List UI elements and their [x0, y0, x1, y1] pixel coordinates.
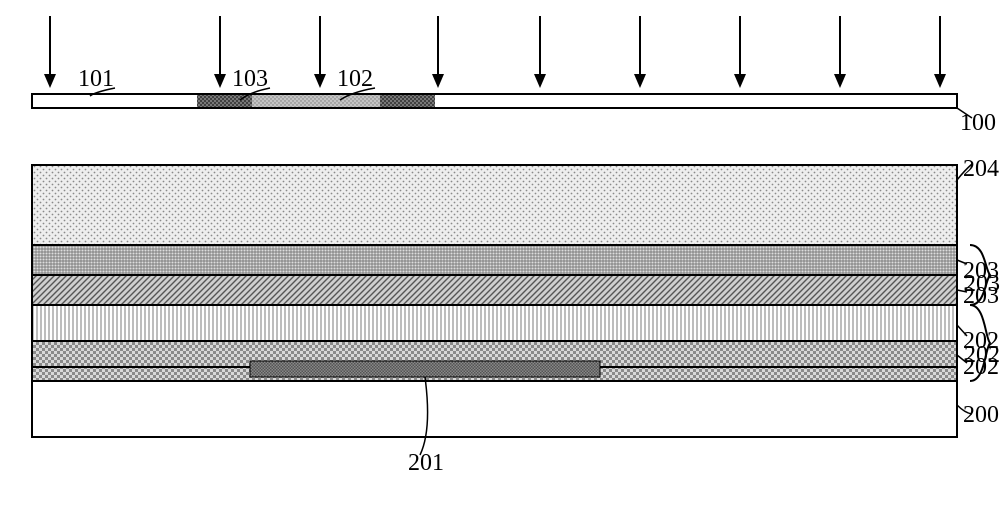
- layer-2022: [32, 305, 957, 341]
- layer-2032: [32, 245, 957, 275]
- label-201: 201: [408, 450, 444, 476]
- label-100: 100: [960, 110, 996, 136]
- arrowhead-3: [432, 74, 444, 88]
- layer-stack: [32, 165, 957, 437]
- arrowhead-6: [734, 74, 746, 88]
- layer-204: [32, 165, 957, 245]
- mask-region-102: [252, 95, 380, 107]
- arrowhead-7: [834, 74, 846, 88]
- diagram: 1011031021002002012022032042021202220312…: [0, 0, 1000, 507]
- label-102: 102: [337, 66, 373, 92]
- label-101: 101: [78, 66, 114, 92]
- layer-201: [250, 361, 600, 377]
- arrowhead-2: [314, 74, 326, 88]
- arrowhead-5: [634, 74, 646, 88]
- label-2022: 2022: [963, 328, 1000, 354]
- irradiation-arrows: [44, 16, 946, 88]
- arrowhead-8: [934, 74, 946, 88]
- mask-structure: [32, 94, 957, 108]
- layer-2031: [32, 275, 957, 305]
- arrowhead-0: [44, 74, 56, 88]
- mask-region-103-right: [380, 95, 435, 107]
- label-204: 204: [963, 156, 999, 182]
- label-200: 200: [963, 402, 999, 428]
- arrowhead-4: [534, 74, 546, 88]
- label-2021: 2021: [963, 354, 1000, 380]
- layer-200: [32, 381, 957, 437]
- label-2032: 2032: [963, 258, 1000, 284]
- label-2031: 2031: [963, 283, 1000, 309]
- mask-body-101: [32, 94, 957, 108]
- label-103: 103: [232, 66, 268, 92]
- arrowhead-1: [214, 74, 226, 88]
